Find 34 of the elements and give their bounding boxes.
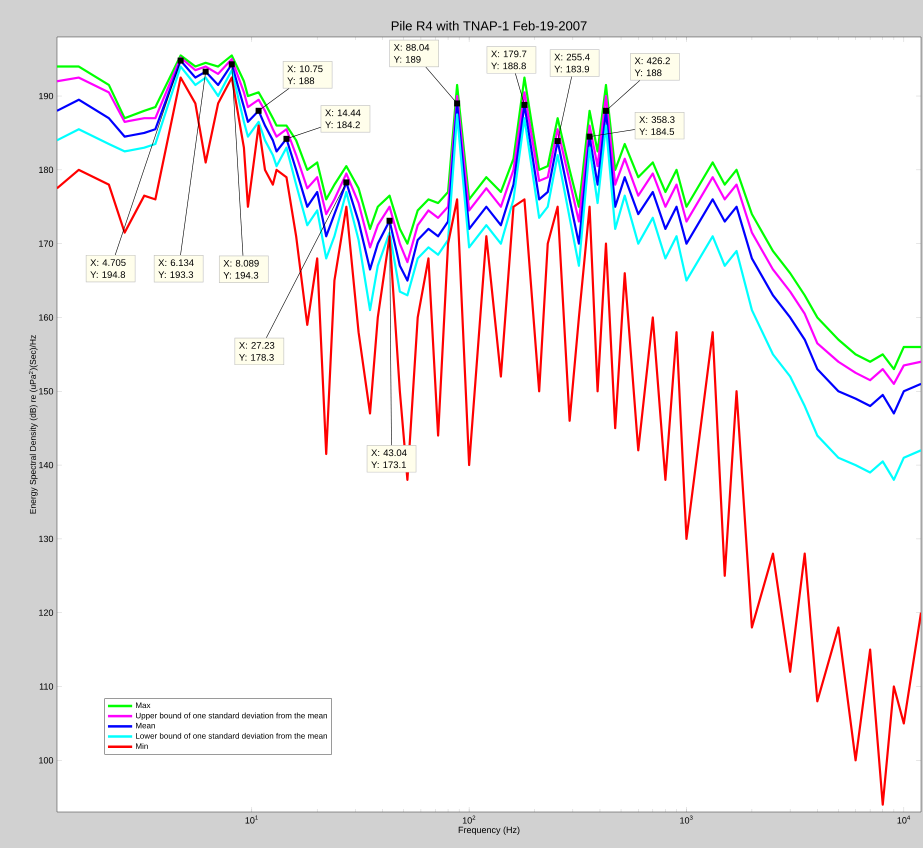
annotation: X: 6.134 Y: 193.3 — [158, 259, 194, 278]
x-tick-label: 10$^{4}$ — [898, 816, 910, 824]
legend-label: Mean — [136, 722, 155, 728]
chart-title: Pile R4 with TNAP-1 Feb-19-2007 — [392, 20, 587, 30]
y-tick-label: 160 — [39, 314, 54, 321]
x-axis-title: Frequency (Hz) — [458, 826, 520, 835]
y-tick-label: 140 — [39, 462, 54, 468]
annotation: X: 255.4 Y: 183.9 — [554, 54, 590, 72]
annotation: X: 14.44 Y: 184.2 — [325, 110, 361, 128]
annotation: X: 179.7 Y: 188.8 — [491, 50, 526, 70]
annotation: X: 10.75 Y: 188 — [287, 65, 323, 84]
legend-label: Upper bound of one standard deviation from the mean — [136, 712, 327, 720]
y-tick-label: 130 — [39, 536, 54, 542]
x-tick-label: 10$^{1}$ — [246, 816, 258, 824]
x-tick-label: 10$^{2}$ — [462, 816, 476, 824]
x-tick-label: 10$^{3}$ — [680, 816, 693, 824]
y-tick-label: 180 — [39, 166, 54, 174]
legend-label: Min — [136, 743, 148, 749]
y-axis-title: Energy Spectral Density (dB) re (uPa$^{2}$)(Sec)/Hz — [28, 335, 38, 514]
annotation: X: 4.705 Y: 194.8 — [90, 259, 126, 278]
annotation: X: 8.089 Y: 194.3 — [223, 260, 259, 279]
y-tick-label: 190 — [39, 92, 54, 100]
y-tick-label: 170 — [39, 240, 54, 247]
annotation: X: 426.2 Y: 188 — [634, 57, 670, 76]
y-tick-label: 100 — [39, 757, 54, 764]
y-tick-label: 120 — [39, 610, 54, 616]
annotation: X: 27.23 Y: 178.3 — [239, 342, 274, 361]
annotation: X: 358.3 Y: 184.5 — [639, 116, 675, 135]
annotation: X: 88.04 Y: 189 — [394, 44, 430, 63]
annotation: X: 43.04 Y: 173.1 — [371, 449, 407, 468]
legend-label: Max — [136, 702, 150, 708]
legend-label: Lower bound of one standard deviation from the mean — [136, 732, 327, 739]
y-tick-label: 150 — [39, 388, 54, 394]
y-tick-label: 110 — [40, 683, 54, 690]
